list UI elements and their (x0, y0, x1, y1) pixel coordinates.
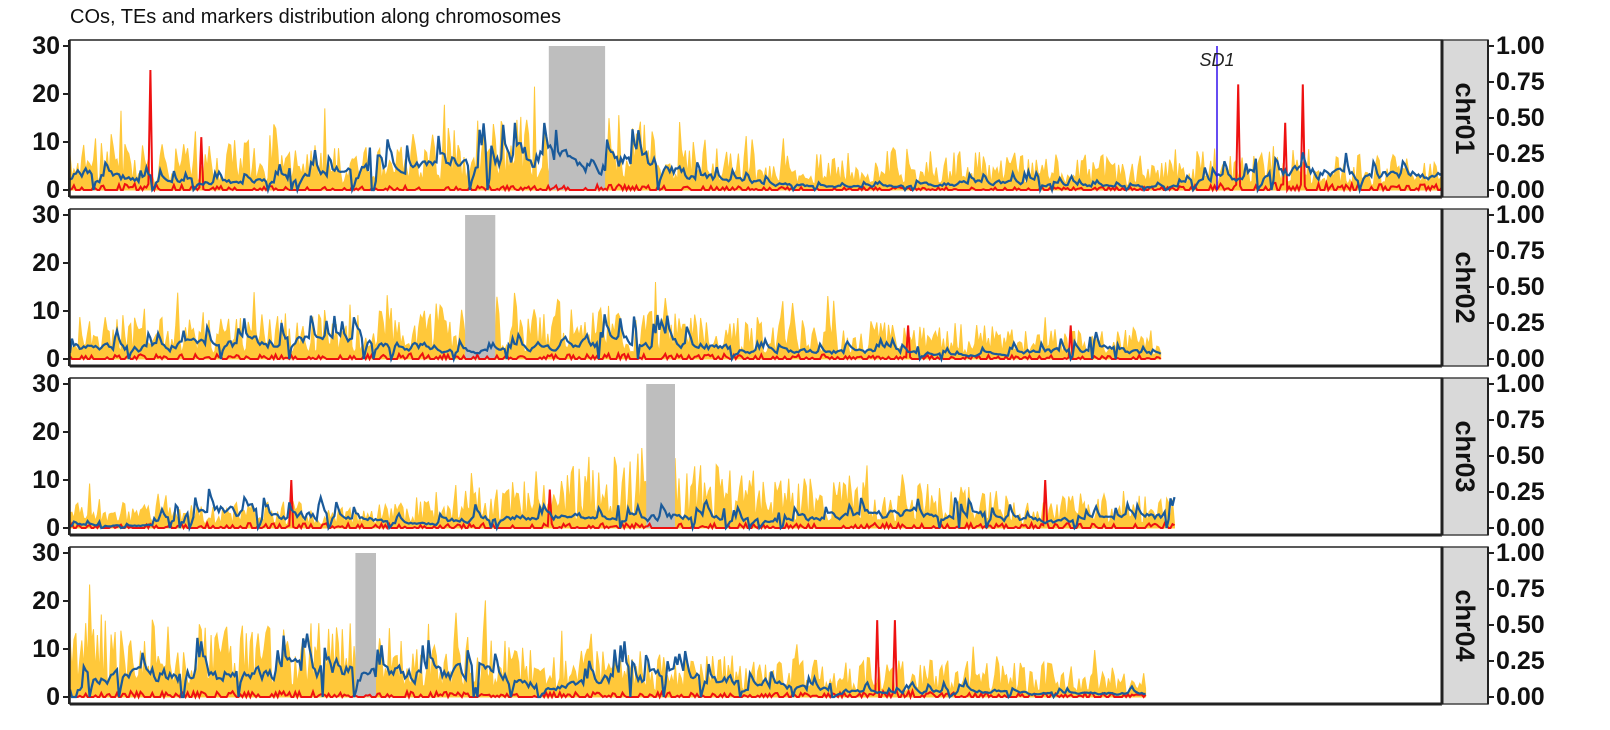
series-marker-chr01 (70, 122, 1442, 195)
y-tick-label-right: 0.25 (1496, 140, 1545, 168)
plot-area-chr01 (70, 46, 1442, 195)
y-tick-label-left: 30 (32, 539, 60, 567)
series-te-chr02 (70, 281, 1162, 360)
y-tick-label-left: 20 (32, 418, 60, 446)
panels-layer: SD1chr0101020300.000.250.500.751.00chr02… (32, 32, 1545, 711)
y-tick-label-right: 0.00 (1496, 683, 1545, 711)
y-tick-label-right: 0.50 (1496, 273, 1545, 301)
strip-label-chr02: chr02 (1450, 251, 1480, 323)
y-tick-label-right: 0.00 (1496, 514, 1545, 542)
series-co-chr04 (70, 620, 1147, 701)
centromere-chr04 (355, 553, 376, 697)
y-tick-label-right: 0.50 (1496, 611, 1545, 639)
y-tick-label-right: 1.00 (1496, 32, 1545, 60)
y-tick-label-left: 30 (32, 370, 60, 398)
plot-area-chr02 (70, 215, 1162, 364)
y-tick-label-right: 1.00 (1496, 370, 1545, 398)
y-tick-label-left: 30 (32, 201, 60, 229)
series-marker-chr03 (70, 488, 1176, 533)
plot-area-chr04 (70, 553, 1147, 701)
strip-chr03 (1441, 377, 1489, 536)
y-tick-label-right: 1.00 (1496, 539, 1545, 567)
series-marker-chr04 (70, 633, 1146, 700)
series-co-chr01 (70, 69, 1442, 194)
y-tick-label-right: 0.00 (1496, 176, 1545, 204)
strip-label-chr01: chr01 (1450, 82, 1480, 154)
y-tick-label-right: 0.00 (1496, 345, 1545, 373)
y-tick-label-right: 0.75 (1496, 68, 1545, 96)
series-te-chr04 (70, 584, 1147, 698)
strip-chr01 (1441, 39, 1489, 198)
annotation-label: SD1 (1199, 50, 1234, 70)
y-tick-label-left: 10 (32, 128, 60, 156)
y-tick-label-right: 0.50 (1496, 104, 1545, 132)
y-tick-label-left: 20 (32, 80, 60, 108)
panel-chr01: SD1 chr01 0 10 20 30 0.00 0.25 0.50 0.75 1.00 (32, 32, 1545, 204)
y-tick-label-left: 0 (46, 683, 60, 711)
y-tick-label-left: 0 (46, 176, 60, 204)
y-tick-label-left: 10 (32, 466, 60, 494)
y-tick-label-right: 0.75 (1496, 406, 1545, 434)
series-co-chr02 (70, 325, 1162, 362)
strip-label-chr03: chr03 (1450, 420, 1480, 492)
y-tick-label-right: 0.75 (1496, 237, 1545, 265)
y-tick-label-left: 20 (32, 249, 60, 277)
y-tick-label-right: 1.00 (1496, 201, 1545, 229)
y-tick-label-right: 0.50 (1496, 442, 1545, 470)
chart-title: COs, TEs and markers distribution along … (70, 6, 561, 28)
series-marker-chr02 (70, 314, 1162, 364)
y-tick-label-right: 0.25 (1496, 647, 1545, 675)
y-tick-label-left: 0 (46, 514, 60, 542)
strip-label-chr04: chr04 (1450, 589, 1480, 661)
y-tick-label-right: 0.25 (1496, 309, 1545, 337)
y-tick-label-right: 0.75 (1496, 575, 1545, 603)
panel-chr03: chr03 0 10 20 30 0.00 0.25 0.50 0.75 1.00 (32, 370, 1545, 542)
y-tick-label-left: 20 (32, 587, 60, 615)
y-tick-label-left: 0 (46, 345, 60, 373)
panel-chr02: chr02 0 10 20 30 0.00 0.25 0.50 0.75 1.00 (32, 201, 1545, 373)
y-tick-label-left: 10 (32, 635, 60, 663)
plot-area-chr03 (70, 384, 1176, 533)
y-tick-label-left: 10 (32, 297, 60, 325)
y-tick-label-left: 30 (32, 32, 60, 60)
panel-chr04: chr04 0 10 20 30 0.00 0.25 0.50 0.75 1.00 (32, 539, 1545, 711)
centromere-chr02 (465, 215, 496, 359)
y-tick-label-right: 0.25 (1496, 478, 1545, 506)
strip-chr04 (1441, 546, 1489, 705)
